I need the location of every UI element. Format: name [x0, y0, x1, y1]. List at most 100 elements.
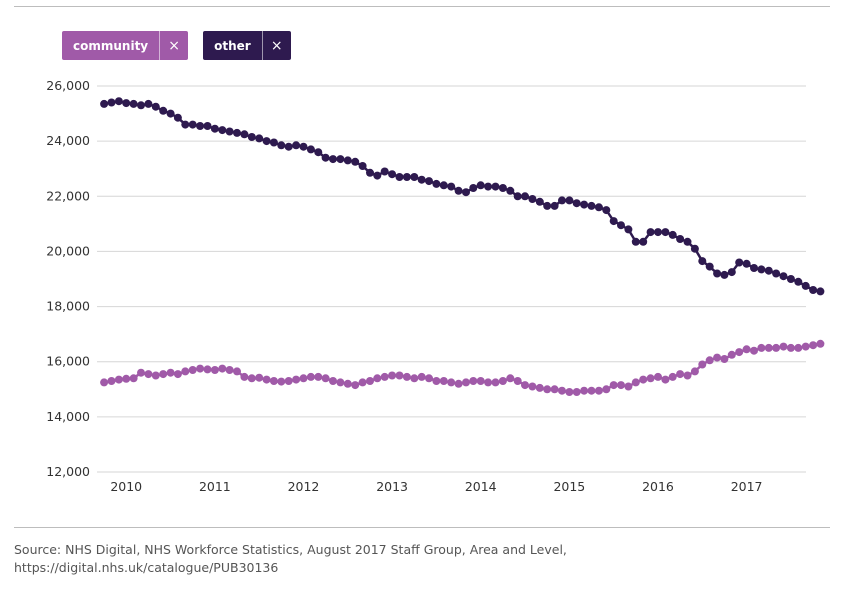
data-point-community [462, 378, 470, 387]
data-point-other [417, 175, 426, 184]
y-tick-label: 22,000 [46, 188, 90, 203]
data-point-community [358, 378, 367, 387]
y-tick-label: 18,000 [46, 299, 90, 314]
data-point-community [757, 343, 766, 352]
data-point-other [380, 167, 389, 176]
data-point-other [809, 286, 818, 294]
data-point-other [447, 182, 456, 191]
data-point-community [550, 385, 559, 394]
data-point-other [742, 259, 751, 268]
data-point-community [314, 372, 323, 381]
data-point-community [498, 377, 507, 385]
line-chart: 12,000 14,000 16,000 18,000 20,000 22,000 24,0… [46, 78, 825, 494]
data-point-community [580, 386, 589, 395]
data-point-other [631, 237, 640, 246]
data-point-other [247, 133, 256, 141]
data-point-community [565, 388, 574, 396]
data-point-other [772, 269, 781, 278]
data-point-community [299, 374, 308, 383]
data-point-other [173, 113, 182, 122]
data-point-other [646, 228, 655, 237]
data-point-community [786, 343, 795, 352]
data-point-other [727, 268, 736, 277]
data-point-community [476, 377, 485, 385]
x-tick-label: 2014 [465, 479, 497, 494]
data-point-community [203, 365, 212, 374]
data-point-other [498, 184, 507, 192]
data-point-other [535, 197, 544, 206]
legend-chip-community-label: community [73, 38, 149, 53]
data-point-community [107, 377, 116, 385]
data-point-community [654, 372, 662, 381]
data-point-community [166, 368, 175, 377]
data-point-community [425, 374, 433, 383]
x-tick-label: 2016 [642, 479, 674, 494]
data-point-other [188, 120, 197, 129]
data-point-other [321, 153, 330, 162]
close-icon[interactable]: × [261, 31, 291, 60]
data-point-community [351, 381, 360, 390]
top-divider [14, 6, 830, 7]
y-tick-label: 20,000 [46, 243, 90, 258]
data-point-other [137, 101, 145, 110]
data-point-other [757, 265, 766, 274]
legend-chip-community[interactable]: community × [62, 31, 189, 60]
data-point-other [594, 203, 603, 212]
data-point-other [713, 269, 722, 278]
data-point-other [343, 156, 352, 165]
data-point-community [750, 346, 758, 355]
data-point-community [779, 342, 788, 351]
data-point-community [336, 378, 345, 387]
data-point-other [735, 258, 744, 267]
data-point-community [100, 378, 109, 387]
y-tick-label: 24,000 [46, 133, 90, 148]
data-point-other [639, 237, 648, 246]
data-point-community [188, 366, 197, 374]
close-icon[interactable]: × [159, 31, 188, 60]
data-point-community [661, 375, 670, 384]
data-point-community [543, 385, 552, 394]
data-point-other [617, 221, 625, 230]
data-point-community [380, 372, 389, 381]
data-point-other [624, 225, 633, 234]
data-point-other [705, 262, 714, 271]
data-point-community [395, 371, 404, 380]
data-point-other [587, 201, 596, 210]
data-point-community [594, 386, 603, 395]
data-point-community [284, 377, 293, 385]
data-point-community [676, 370, 685, 379]
data-point-other [661, 228, 670, 237]
data-point-other [528, 195, 537, 203]
data-point-other [491, 182, 500, 191]
data-point-other [550, 201, 559, 210]
data-point-community [247, 374, 256, 383]
legend-chip-other[interactable]: other × [203, 31, 291, 60]
data-point-other [602, 206, 611, 215]
data-point-community [491, 378, 500, 387]
data-point-community [558, 386, 566, 395]
data-point-community [388, 371, 397, 380]
data-point-community [181, 367, 190, 376]
data-point-community [624, 382, 633, 391]
data-point-other [240, 130, 249, 139]
data-point-community [321, 374, 330, 383]
data-point-other [764, 266, 773, 275]
data-point-other [159, 106, 168, 115]
data-point-other [720, 270, 729, 279]
data-point-other [329, 155, 337, 164]
data-point-community [137, 368, 145, 377]
data-point-other [439, 181, 448, 190]
data-point-other [521, 192, 529, 201]
data-point-community [794, 343, 803, 352]
data-point-community [240, 372, 249, 381]
data-point-community [705, 356, 714, 365]
data-point-community [535, 383, 544, 392]
data-point-community [454, 379, 463, 388]
data-point-community [129, 374, 138, 383]
data-point-other [402, 173, 411, 181]
data-point-other [366, 168, 374, 177]
data-point-community [173, 370, 182, 379]
data-point-community [528, 382, 537, 391]
data-point-community [521, 381, 529, 390]
data-point-community [343, 379, 352, 388]
